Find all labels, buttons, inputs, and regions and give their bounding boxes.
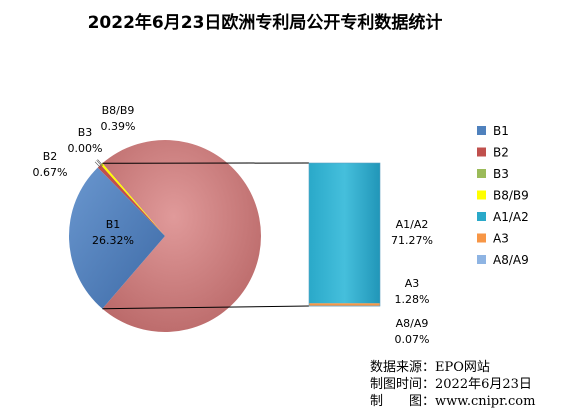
legend-swatch-a1-a2	[477, 212, 486, 221]
legend-swatch-b2	[477, 148, 486, 157]
legend-swatch-a8-a9	[477, 255, 486, 264]
legend-swatch-b3	[477, 169, 486, 178]
bar-segment-a3	[309, 303, 380, 306]
legend-swatch-a3	[477, 234, 486, 243]
data-label-value-a1-a2: 71.27%	[391, 234, 433, 247]
data-label-name-a3: A3	[405, 277, 420, 290]
data-label-value-a3: 1.28%	[395, 293, 430, 306]
data-label-value-b2: 0.67%	[33, 166, 68, 179]
legend-swatch-b8-b9	[477, 191, 486, 200]
data-label-name-b3: B3	[78, 126, 93, 139]
data-label-value-b3: 0.00%	[68, 142, 103, 155]
data-label-value-b8-b9: 0.39%	[101, 120, 136, 133]
data-label-name-b2: B2	[43, 150, 58, 163]
bar-segment-a1-a2	[309, 163, 380, 303]
chart-title: 2022年6月23日欧洲专利局公开专利数据统计	[88, 12, 443, 33]
legend-label-b3: B3	[493, 167, 509, 181]
data-label-value-b1: 26.32%	[92, 234, 134, 247]
author-text: 制 图：www.cnipr.com	[370, 390, 535, 409]
legend-label-b8-b9: B8/B9	[493, 189, 529, 203]
leader-line-b2	[95, 162, 100, 168]
legend: B1 B2 B3 B8/B9 A1/A2 A3 A8/A9	[477, 124, 529, 267]
bar-of-pie	[309, 163, 380, 306]
legend-label-a8-a9: A8/A9	[493, 253, 529, 267]
legend-label-a1-a2: A1/A2	[493, 210, 529, 224]
legend-label-a3: A3	[493, 232, 509, 246]
data-label-name-a8-a9: A8/A9	[396, 317, 429, 330]
legend-swatch-b1	[477, 126, 486, 135]
data-label-name-a1-a2: A1/A2	[396, 218, 429, 231]
data-label-name-b8-b9: B8/B9	[102, 104, 135, 117]
data-label-name-b1: B1	[106, 218, 121, 231]
legend-label-b2: B2	[493, 146, 509, 160]
data-label-value-a8-a9: 0.07%	[395, 333, 430, 346]
legend-label-b1: B1	[493, 124, 509, 138]
